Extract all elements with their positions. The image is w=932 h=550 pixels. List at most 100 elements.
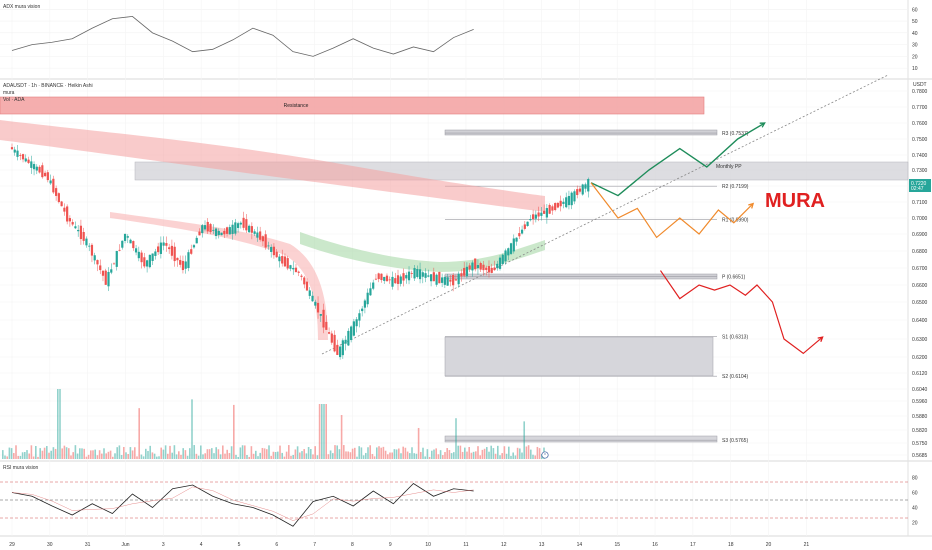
volume-bar [134, 447, 136, 459]
volume-bar [70, 455, 72, 459]
monthly-pp-label: Monthly PP [716, 164, 742, 170]
candle-body [231, 224, 234, 234]
scenario-green-path[interactable] [590, 122, 766, 197]
volume-bar [453, 452, 455, 459]
candle-body [476, 265, 480, 269]
volume-bar [345, 451, 347, 459]
candle-body [300, 275, 303, 277]
candle-body [504, 250, 507, 262]
volume-bar [426, 449, 429, 459]
candle-body [13, 149, 16, 153]
volume-bar [393, 449, 396, 459]
volume-bar [101, 453, 103, 459]
volume-bar [470, 452, 473, 459]
volume-bar [114, 453, 116, 459]
candle-body [518, 233, 521, 237]
adx-tick-label: 60 [912, 7, 918, 13]
volume-bars [2, 389, 545, 459]
volume-bar [186, 455, 189, 459]
volume-bar [479, 455, 481, 459]
candle-body [421, 272, 424, 277]
volume-bar [204, 453, 206, 459]
rsi-signal-line [11, 486, 474, 521]
volume-bar [151, 452, 154, 459]
candle-body [460, 273, 463, 277]
candle-body [66, 206, 69, 222]
volume-bar [325, 404, 327, 459]
price-tick-label: 0.7800 [912, 89, 928, 95]
scenario-red-path[interactable] [659, 270, 823, 355]
candle-body [10, 147, 14, 150]
candle-body [261, 236, 264, 242]
volume-bar [61, 448, 63, 459]
candle-body [77, 229, 80, 232]
candle-body [123, 233, 127, 241]
volume-bar [382, 446, 385, 459]
volume-bar [182, 448, 184, 459]
volume-bar [153, 453, 156, 459]
volume-bar [472, 451, 475, 459]
candle-body [540, 212, 543, 216]
resistance-label: Resistance [284, 103, 309, 109]
time-tick-label: 7 [313, 542, 316, 548]
candle-body [228, 227, 231, 235]
candle-body [418, 269, 422, 280]
candle-body [333, 334, 336, 352]
volume-bar [532, 454, 534, 459]
rsi-tick-label: 60 [912, 491, 918, 497]
volume-bar [92, 450, 94, 459]
candle-body [68, 218, 71, 222]
volume-bar [162, 449, 165, 459]
candle-body [110, 269, 113, 273]
time-tick-label: 21 [804, 542, 810, 548]
volume-bar [10, 448, 13, 459]
volume-bar [127, 454, 129, 459]
resistance-zone[interactable] [0, 96, 705, 115]
candle-body [140, 252, 143, 263]
candle-body [225, 227, 229, 234]
rsi-title: RSI mura vision [3, 465, 39, 471]
candle-body [192, 245, 196, 248]
candle-body [523, 224, 526, 229]
candle-body [286, 258, 289, 269]
candle-body [165, 243, 168, 246]
volume-bar [125, 452, 127, 459]
price-tick-label: 0.7100 [912, 200, 928, 206]
candle-body [410, 273, 413, 274]
volume-bar [180, 454, 182, 459]
volume-bar [46, 446, 48, 459]
candle-body [134, 248, 138, 253]
time-tick-label: 4 [200, 542, 203, 548]
volume-bar [24, 452, 26, 459]
volume-bar [369, 445, 371, 459]
volume-bar [391, 452, 393, 459]
volume-bar [338, 449, 341, 459]
volume-bar [503, 446, 506, 459]
volume-bar [536, 446, 539, 459]
candle-body [449, 279, 452, 282]
ma-ribbon-red [0, 120, 545, 212]
volume-bar [35, 445, 37, 459]
candle-body [99, 265, 102, 271]
candle-body [292, 267, 295, 270]
volume-bar [360, 447, 363, 459]
scenario-orange-path[interactable] [590, 182, 754, 239]
volume-bar [312, 454, 314, 459]
volume-bar [167, 453, 169, 459]
volume-bar [323, 404, 325, 459]
candle-body [336, 344, 339, 355]
volume-bar [433, 449, 435, 459]
volume-bar [422, 447, 424, 459]
volume-bar [508, 446, 510, 459]
volume-bar [455, 418, 457, 459]
time-tick-label: 20 [766, 542, 772, 548]
time-tick-label: 5 [238, 542, 241, 548]
main-indicator-2: Vol · ADA [3, 97, 25, 103]
volume-bar [200, 445, 202, 459]
ascending-trendline[interactable] [321, 74, 889, 355]
volume-bar [387, 454, 389, 459]
volume-bar [98, 450, 101, 459]
volume-bar [17, 455, 19, 459]
volume-bar [294, 449, 297, 459]
volume-bar [351, 448, 354, 459]
